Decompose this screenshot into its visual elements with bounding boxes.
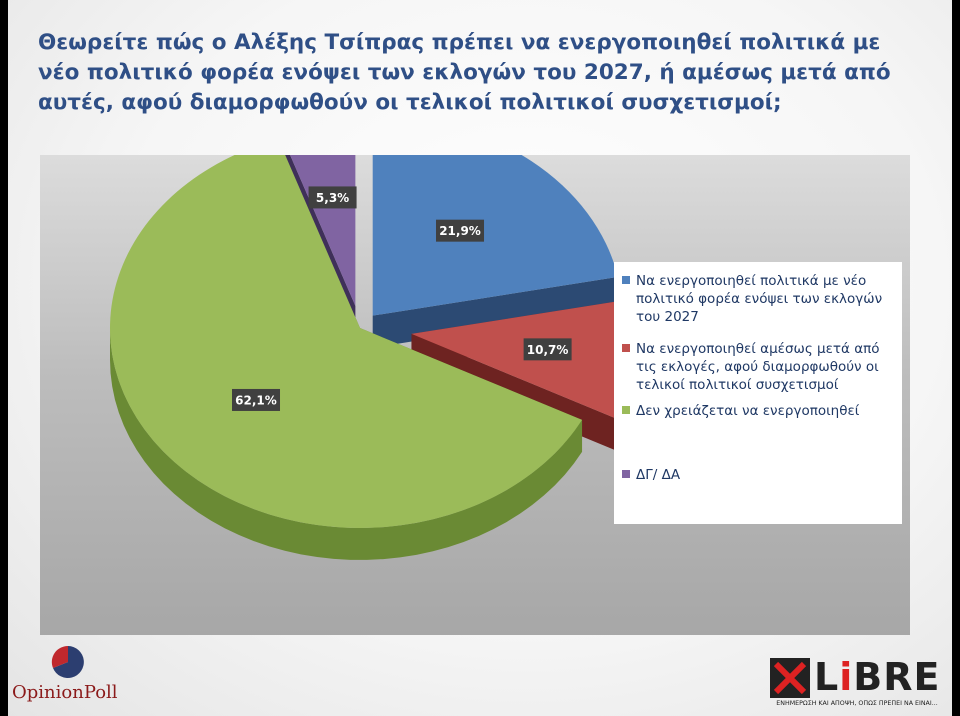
pie-chart: 21,9% 10,7% 62,1% 5,3% xyxy=(110,155,662,560)
data-label: 10,7% xyxy=(527,343,569,357)
libre-logo: LiBRE ΕΝΗΜΕΡΩΣΗ ΚΑΙ ΑΠΟΨΗ, ΟΠΩΣ ΠΡΕΠΕΙ Ν… xyxy=(768,656,944,712)
pie-tops xyxy=(110,155,662,528)
legend-swatch xyxy=(622,406,630,414)
opinion-poll-mark-icon xyxy=(51,645,84,678)
data-label-box xyxy=(523,338,572,361)
pie-slice-1 xyxy=(372,155,618,316)
data-label-box xyxy=(232,388,281,411)
libre-wordmark: LiBRE xyxy=(814,655,941,699)
opinion-poll-name: OpinionPoll xyxy=(12,682,118,703)
pie-labels: 21,9% 10,7% 62,1% 5,3% xyxy=(232,186,572,411)
legend-item-3: Δεν χρειάζεται να ενεργοποιηθεί xyxy=(622,402,894,420)
legend-item-4: ΔΓ/ ΔΑ xyxy=(622,466,894,484)
data-label: 62,1% xyxy=(235,393,277,407)
libre-tagline: ΕΝΗΜΕΡΩΣΗ ΚΑΙ ΑΠΟΨΗ, ΟΠΩΣ ΠΡΕΠΕΙ ΝΑ ΕΙΝΑ… xyxy=(776,700,938,707)
left-border xyxy=(0,0,8,716)
legend-swatch xyxy=(622,470,630,478)
legend-swatch xyxy=(622,276,630,284)
data-label-box xyxy=(308,186,357,209)
pie-slice-wall-end xyxy=(372,276,618,348)
pie-slice-3 xyxy=(110,155,583,528)
legend-label: Δεν χρειάζεται να ενεργοποιηθεί xyxy=(636,403,860,419)
data-label-box xyxy=(436,219,485,242)
opinion-poll-logo: OpinionPoll xyxy=(12,642,132,704)
legend-label: Να ενεργοποιηθεί πολιτικά με νέο πολιτικ… xyxy=(636,273,883,325)
legend: Να ενεργοποιηθεί πολιτικά με νέο πολιτικ… xyxy=(614,262,902,524)
libre-mark-icon xyxy=(770,658,810,698)
pie-slice-rim xyxy=(110,328,583,560)
right-border xyxy=(952,0,960,716)
legend-label: Να ενεργοποιηθεί αμέσως μετά από τις εκλ… xyxy=(636,341,880,393)
legend-label: ΔΓ/ ΔΑ xyxy=(636,467,681,483)
legend-swatch xyxy=(622,344,630,352)
legend-item-1: Να ενεργοποιηθεί πολιτικά με νέο πολιτικ… xyxy=(622,272,894,326)
chart-title: Θεωρείτε πώς ο Αλέξης Τσίπρας πρέπει να … xyxy=(38,30,891,115)
legend-item-2: Να ενεργοποιηθεί αμέσως μετά από τις εκλ… xyxy=(622,340,894,394)
pie-slice-2 xyxy=(411,295,662,426)
data-label: 5,3% xyxy=(316,191,349,205)
data-label: 21,9% xyxy=(439,224,481,238)
